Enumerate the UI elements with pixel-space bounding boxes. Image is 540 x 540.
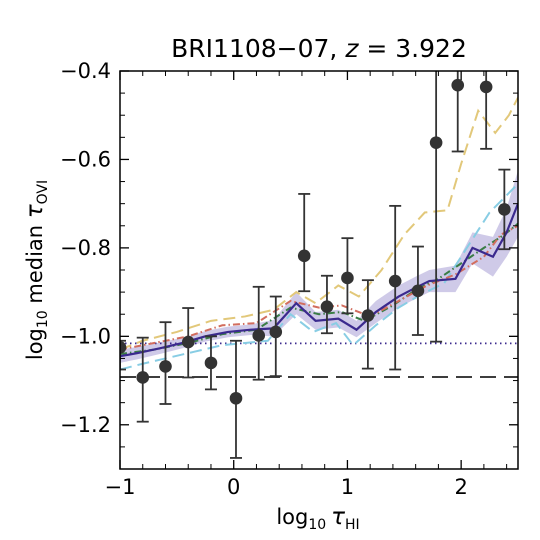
x-axis-log-base: 10 (308, 517, 326, 533)
y-tick-label: −0.4 (60, 59, 111, 83)
chart-title: BRI1108−07, z = 3.922 (171, 34, 467, 63)
observed-point-group (297, 193, 311, 293)
model-scatter-band (120, 170, 518, 363)
y-axis-log-base: 10 (35, 310, 51, 328)
observed-point-group (136, 336, 150, 423)
x-axis-title-text: log10 τHI (276, 504, 359, 533)
observed-point (341, 271, 354, 285)
x-tick-label: 1 (341, 475, 354, 499)
observed-point (297, 249, 311, 263)
observed-point (388, 274, 402, 288)
observed-point (136, 371, 150, 384)
observed-point-group (361, 279, 375, 370)
comparison-line-3 (120, 222, 518, 356)
x-axis-title: log10 τHI (276, 504, 359, 533)
observed-point-group (204, 335, 218, 391)
observed-point (498, 203, 511, 216)
x-axis-log: log (276, 505, 308, 529)
x-axis-symbol-sub: HI (345, 517, 360, 533)
x-axis-symbol: τ (331, 504, 345, 530)
observed-point-group (341, 237, 354, 315)
y-axis-mid: median (23, 218, 47, 310)
x-tick-label: 2 (454, 475, 467, 499)
plot-area (120, 71, 518, 459)
observed-point-group (120, 339, 127, 371)
observed-point-group (181, 307, 195, 379)
x-tick-label: 0 (227, 475, 240, 499)
y-axis-symbol-sub: OVI (35, 180, 51, 204)
y-tick-label: −0.8 (60, 236, 111, 260)
observed-point (451, 78, 465, 92)
y-tick-label: −1.0 (60, 324, 111, 348)
observed-point (229, 391, 243, 405)
axis-ticks: −1 0 1 2 −1.2 −1.0 −0.8 −0.6 −0.4 (60, 59, 518, 499)
observed-point (204, 356, 218, 370)
observed-point-group (320, 274, 334, 335)
title-z: z (344, 34, 359, 63)
title-z-value: = 3.922 (358, 34, 466, 63)
observed-point (252, 329, 266, 342)
observed-point-group (252, 285, 266, 381)
observed-point (269, 325, 283, 339)
y-tick-label: −1.2 (60, 413, 111, 437)
observed-point-group (429, 71, 443, 343)
observed-point (361, 309, 375, 322)
y-axis-log: log (23, 328, 47, 360)
title-name: BRI1108−07, (171, 34, 345, 63)
observed-point (120, 341, 127, 354)
observed-point (429, 136, 443, 149)
observed-point-group (159, 321, 172, 405)
y-axis-symbol: τ (22, 204, 48, 218)
x-tick-label: −1 (105, 475, 136, 499)
observed-point-group (269, 295, 283, 378)
observed-point-group (388, 204, 402, 371)
observed-point (411, 284, 425, 298)
title-text: BRI1108−07, z = 3.922 (171, 34, 467, 63)
observed-point-group (411, 245, 425, 336)
observed-point-group (229, 339, 243, 459)
observed-point-group (451, 71, 465, 153)
observed-point (181, 335, 195, 349)
observed-point-group (498, 168, 511, 251)
observed-point (479, 80, 493, 94)
y-axis-title: log10 median τOVI (22, 180, 51, 360)
comparison-line-1 (120, 97, 518, 351)
y-tick-label: −0.6 (60, 147, 111, 171)
observed-point (320, 300, 334, 314)
y-axis-title-text: log10 median τOVI (22, 180, 51, 360)
comparison-line-4 (120, 224, 518, 351)
observed-point (159, 360, 172, 373)
observed-point-group (479, 71, 493, 150)
